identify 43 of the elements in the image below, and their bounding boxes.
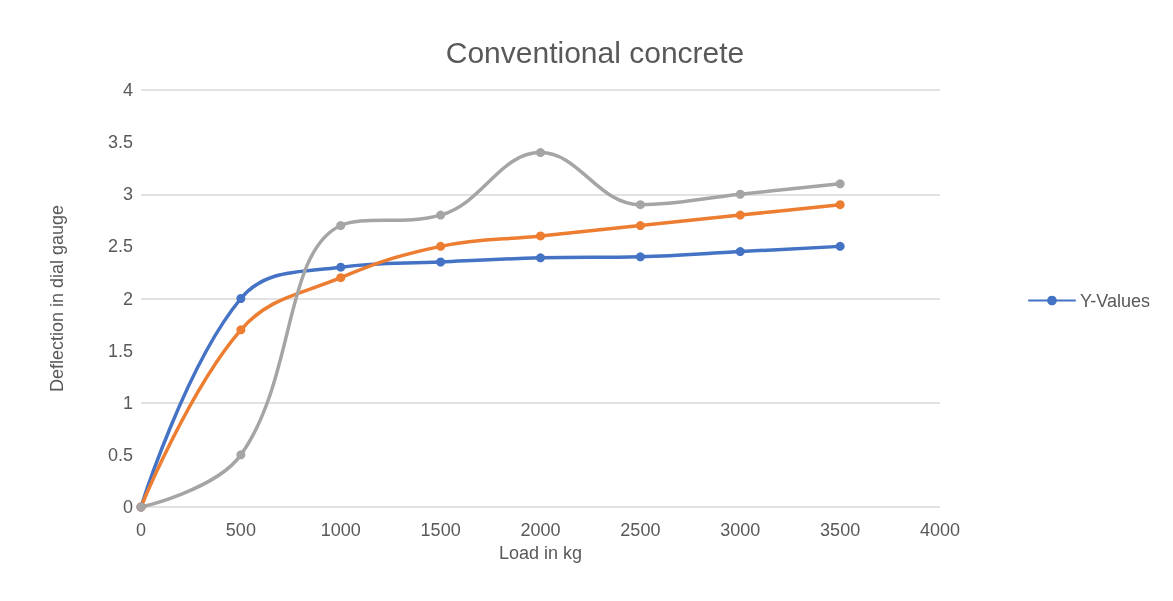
y-axis-title: Deflection in dial gauge <box>47 204 67 393</box>
x-axis-title: Load in kg <box>498 542 583 563</box>
x-tick-label: 3000 <box>720 520 761 540</box>
point <box>735 247 745 257</box>
point <box>536 253 545 263</box>
y-tick-label: 3.5 <box>107 132 133 153</box>
point <box>635 221 645 231</box>
point <box>336 262 346 272</box>
x-tick-label: 1000 <box>320 520 361 540</box>
point <box>236 325 246 335</box>
x-tick-label: 1500 <box>420 520 461 540</box>
y-tick-label: 2 <box>122 288 133 309</box>
x-tick-label: 0 <box>135 520 147 540</box>
x-tick-label: 4000 <box>919 520 961 540</box>
point <box>835 179 845 189</box>
y-tick-label: 1 <box>122 392 133 413</box>
x-tick-label: 2000 <box>520 520 561 540</box>
point <box>236 294 246 303</box>
point <box>236 450 246 460</box>
point <box>436 241 446 251</box>
point <box>635 252 645 262</box>
point <box>536 231 545 241</box>
point <box>336 221 346 231</box>
x-tick-label: 3500 <box>820 520 861 540</box>
point <box>336 273 346 283</box>
point <box>735 210 745 220</box>
y-tick-label: 0 <box>122 497 133 517</box>
y-tick-label: 3 <box>122 184 133 205</box>
legend-label: Y-Values <box>1079 290 1151 311</box>
point <box>436 257 446 267</box>
point <box>735 189 745 199</box>
y-tick-label: 0.5 <box>107 444 133 465</box>
point <box>835 200 845 210</box>
x-tick-label: 2500 <box>620 520 661 540</box>
point <box>635 200 645 210</box>
x-tick-label: 500 <box>225 520 256 540</box>
point <box>536 148 545 158</box>
y-tick-label: 2.5 <box>107 236 133 257</box>
point <box>835 241 845 251</box>
y-tick-label: 1.5 <box>107 340 133 361</box>
y-tick-label: 4 <box>122 80 133 100</box>
point <box>436 210 446 220</box>
chart-title: Conventional concrete <box>445 35 745 69</box>
